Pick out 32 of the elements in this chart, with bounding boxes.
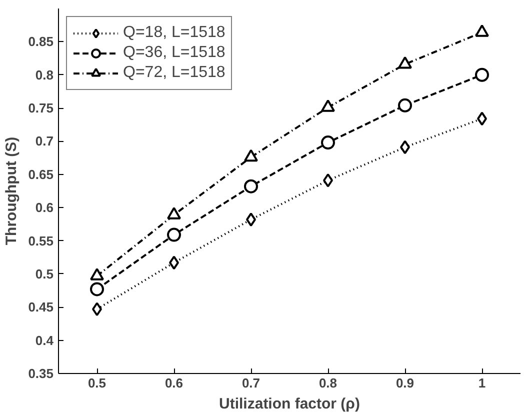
x-axis-title: Utilization factor (ρ) — [219, 396, 360, 412]
point — [167, 228, 181, 242]
point — [90, 282, 104, 296]
y-tick-label: 0.45 — [28, 300, 54, 315]
y-tick-label: 0.5 — [35, 266, 54, 282]
y-tick-label: 0.4 — [35, 332, 54, 348]
point — [475, 68, 489, 82]
y-tick-label: 0.65 — [28, 166, 54, 182]
y-axis-title: Throughput (S) — [3, 136, 20, 246]
point — [321, 136, 335, 150]
x-tick-label: 0.8 — [318, 376, 338, 390]
y-tick-label: 0.75 — [28, 100, 54, 116]
point — [398, 98, 412, 112]
y-tick-label: 0.85 — [28, 34, 54, 50]
point — [475, 24, 489, 37]
point — [398, 56, 412, 69]
x-tick-label: 0.6 — [164, 376, 184, 390]
y-tick-label: 0.35 — [28, 366, 54, 381]
legend-label: Q=72, L=1518 — [123, 64, 226, 82]
point — [244, 149, 258, 162]
point — [321, 99, 335, 112]
y-tick-label: 0.7 — [35, 134, 54, 149]
point — [244, 179, 258, 194]
legend-label: Q=36, L=1518 — [123, 44, 226, 62]
y-tick-label: 0.8 — [35, 67, 54, 82]
legend-label: Q=18, L=1518 — [123, 24, 226, 42]
y-tick-label: 0.55 — [28, 233, 54, 248]
x-tick-label: 0.7 — [242, 376, 260, 390]
x-tick-label: 0.9 — [396, 376, 414, 390]
x-tick-label: 0.5 — [88, 376, 106, 390]
x-tick-label: 1 — [478, 376, 486, 390]
y-tick-label: 0.6 — [35, 200, 54, 216]
